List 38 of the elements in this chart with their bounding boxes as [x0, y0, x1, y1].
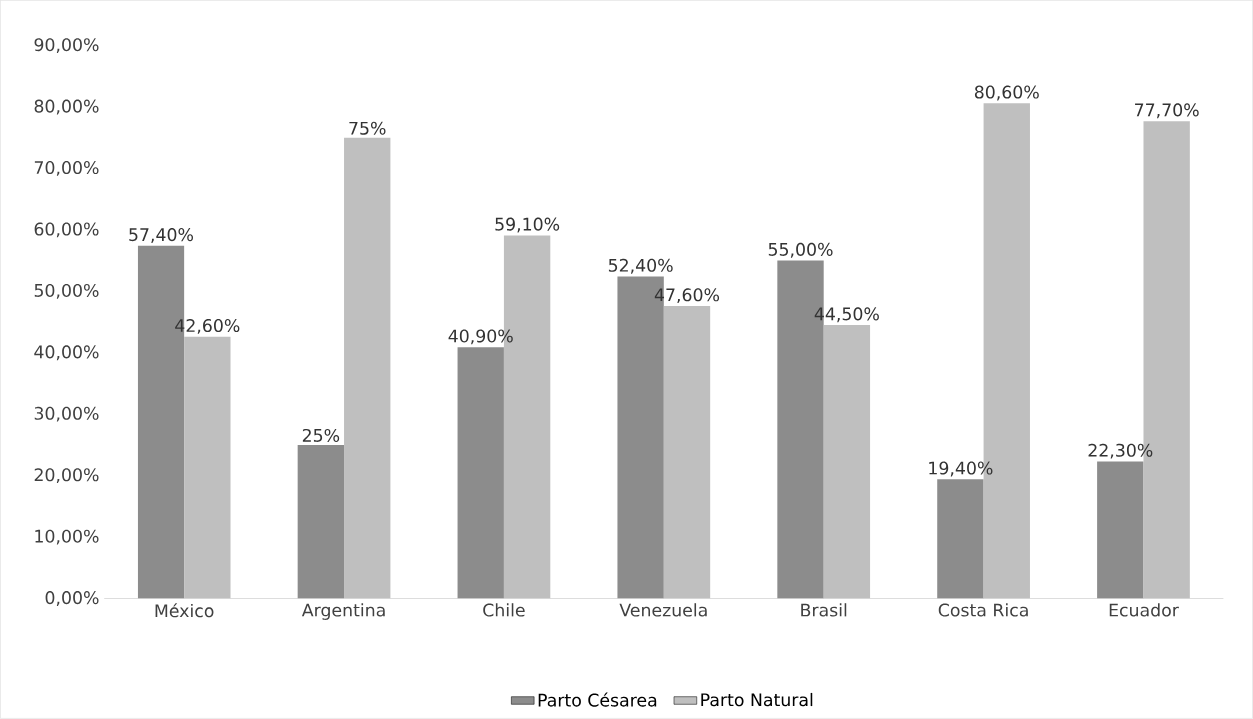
data-label: 19,40% [929, 461, 993, 477]
y-tick-label: 70,00% [34, 161, 99, 177]
y-tick-label: 50,00% [34, 284, 99, 299]
y-tick-label: 10,00% [35, 529, 99, 545]
data-label: 25% [302, 429, 340, 443]
bar [184, 336, 231, 599]
bar [297, 445, 345, 599]
data-label: 52,40% [608, 258, 673, 274]
bar [937, 479, 984, 599]
y-tick-label: 40,00% [34, 345, 99, 361]
y-tick-label: 20,00% [34, 468, 99, 484]
y-tick-label: 60,00% [34, 222, 99, 238]
y-tick-label: 90,00% [34, 38, 99, 54]
x-tick-label: México [155, 603, 214, 618]
x-tick-label: Venezuela [619, 603, 707, 617]
data-label: 59,10% [495, 217, 560, 233]
y-tick-label: 30,00% [34, 406, 99, 422]
bar [457, 347, 504, 599]
data-label: 40,90% [448, 329, 513, 345]
data-label: 75% [349, 121, 386, 135]
y-tick-label: 80,00% [34, 99, 99, 115]
bar [344, 137, 391, 599]
x-tick-label: Chile [483, 603, 525, 617]
x-tick-label: Ecuador [1109, 603, 1179, 617]
data-label: 77,70% [1135, 103, 1199, 119]
data-label: 55,00% [768, 242, 833, 258]
bar [1097, 461, 1144, 599]
bar [823, 325, 871, 599]
legend-label: Parto Natural [701, 693, 813, 707]
data-label: 57,40% [129, 228, 194, 244]
x-tick-label: Costa Rica [938, 603, 1028, 617]
bar [663, 306, 711, 599]
legend-label: Parto Césarea [538, 692, 657, 707]
y-tick-label: 0,00% [45, 591, 99, 607]
data-label: 80,60% [974, 85, 1039, 101]
x-tick-label: Argentina [301, 603, 385, 621]
x-tick-label: Brasil [801, 603, 847, 617]
data-label: 22,30% [1088, 443, 1153, 459]
